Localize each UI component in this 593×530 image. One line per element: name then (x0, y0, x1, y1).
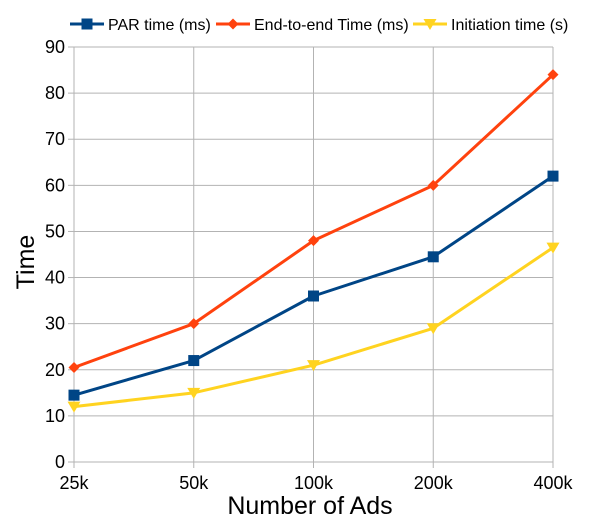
y-tick-labels: 0 10 20 30 40 50 60 70 80 90 (45, 37, 65, 472)
x-tick-labels: 25k 50k 100k 200k 400k (59, 473, 573, 493)
x-tick-label-50k: 50k (179, 473, 209, 493)
series-3-point-50k (187, 387, 201, 399)
series-2-point-200k (427, 179, 439, 191)
x-axis-title: Number of Ads (227, 492, 392, 520)
legend-item-2: End-to-end Time (ms) (216, 17, 409, 34)
legend-item-1: PAR time (ms) (70, 17, 211, 34)
legend-label-2: End-to-end Time (ms) (254, 17, 409, 34)
x-tick-label-400k: 400k (533, 473, 573, 493)
axes (68, 46, 554, 468)
series-2-point-100k (308, 235, 319, 247)
y-tick-label-20: 20 (45, 360, 65, 380)
y-axis-title: Time (12, 235, 40, 290)
series-3-point-400k (546, 242, 560, 254)
series-1 (68, 170, 559, 401)
legend-swatch-marker-1 (81, 18, 93, 30)
series-1-point-100k (308, 290, 319, 302)
y-tick-label-80: 80 (45, 83, 65, 103)
series-3-point-25k (67, 401, 81, 413)
series-1-point-25k (68, 389, 80, 401)
series-2-point-400k (547, 69, 559, 81)
series-1-point-200k (427, 251, 439, 263)
series-2 (68, 69, 559, 373)
y-tick-label-10: 10 (45, 406, 65, 426)
legend-swatch-marker-3 (423, 19, 437, 30)
series-3 (67, 242, 560, 413)
x-tick-label-25k: 25k (59, 473, 89, 493)
y-tick-label-50: 50 (45, 221, 65, 241)
series-2-point-25k (68, 361, 80, 373)
x-tick-label-100k: 100k (294, 473, 334, 493)
y-tick-label-60: 60 (45, 175, 65, 195)
series-1-point-50k (188, 355, 200, 367)
legend-swatch-marker-2 (227, 18, 239, 30)
y-tick-label-0: 0 (55, 452, 65, 472)
series-group (67, 69, 560, 413)
series-3-point-100k (307, 360, 320, 372)
legend-label-3: Initiation time (s) (451, 17, 568, 34)
legend: PAR time (ms) End-to-end Time (ms) Initiat… (70, 17, 568, 34)
legend-item-3: Initiation time (s) (413, 17, 568, 34)
series-2-point-50k (188, 318, 200, 330)
y-tick-label-40: 40 (45, 268, 65, 288)
y-tick-label-90: 90 (45, 37, 65, 57)
series-3-point-200k (426, 323, 440, 335)
series-1-point-400k (547, 170, 559, 182)
legend-label-1: PAR time (ms) (108, 17, 211, 34)
y-tick-label-30: 30 (45, 314, 65, 334)
y-tick-label-70: 70 (45, 129, 65, 149)
x-tick-label-200k: 200k (414, 473, 454, 493)
